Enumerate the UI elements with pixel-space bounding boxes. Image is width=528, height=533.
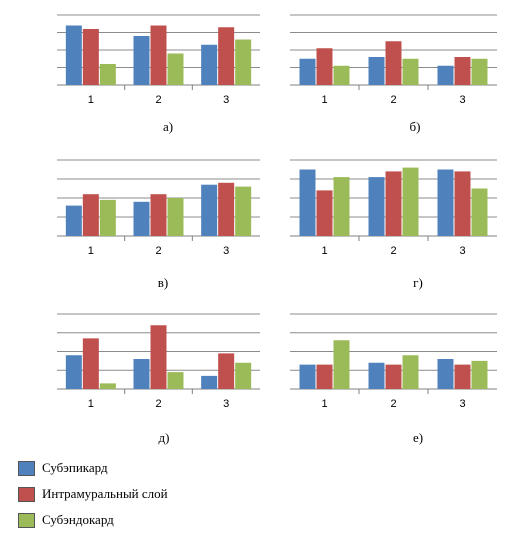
bar: [99, 199, 116, 236]
x-tick-label: 1: [321, 94, 327, 106]
bar: [437, 169, 454, 236]
panel-label: г): [413, 275, 423, 290]
bar: [201, 44, 218, 85]
x-tick-label: 1: [88, 398, 94, 410]
bar: [235, 39, 252, 85]
legend-item-intramural: Интрамуральный слой: [18, 481, 168, 507]
bar: [316, 190, 333, 236]
bar: [385, 171, 402, 236]
legend-swatch-intramural: [18, 486, 35, 502]
bar: [133, 36, 150, 85]
x-tick-label: 1: [321, 245, 327, 257]
x-tick-label: 2: [155, 245, 161, 257]
panel-label: е): [413, 430, 423, 445]
bar: [99, 64, 116, 85]
bar: [150, 25, 167, 85]
bar: [333, 177, 350, 236]
bar: [402, 167, 419, 236]
legend-swatch-subendocard: [18, 512, 35, 528]
bar: [167, 53, 184, 85]
chart-panel-3: 1 2 3 в): [57, 159, 260, 290]
bar: [368, 177, 385, 236]
chart-panel-2: 1 2 3 б): [290, 14, 497, 134]
bar: [368, 362, 385, 389]
legend-item-subendocard: Субэндокард: [18, 507, 168, 533]
x-tick-label: 1: [88, 245, 94, 257]
x-tick-label: 3: [223, 398, 229, 410]
x-tick-label: 2: [390, 398, 396, 410]
x-tick-label: 1: [88, 94, 94, 106]
x-tick-label: 1: [321, 398, 327, 410]
bar: [235, 362, 252, 389]
bar: [82, 29, 99, 85]
legend: Субэпикард Интрамуральный слой Субэндока…: [18, 455, 168, 533]
bar: [385, 41, 402, 85]
bar: [218, 27, 235, 85]
bar: [333, 340, 350, 389]
x-tick-label: 2: [155, 398, 161, 410]
bar: [167, 198, 184, 236]
bar: [218, 182, 235, 236]
chart-panel-5: 1 2 3 д): [57, 313, 260, 445]
bar: [150, 194, 167, 236]
bar: [65, 25, 82, 85]
x-tick-label: 2: [155, 94, 161, 106]
panel-label: д): [159, 430, 170, 445]
bar: [385, 364, 402, 389]
bar: [454, 171, 471, 236]
x-tick-label: 2: [390, 245, 396, 257]
bar: [299, 58, 316, 85]
bar: [99, 383, 116, 389]
x-tick-label: 3: [459, 94, 465, 106]
bar: [133, 359, 150, 389]
bar: [82, 338, 99, 389]
bar: [65, 355, 82, 389]
bar: [299, 169, 316, 236]
panel-label: а): [163, 119, 173, 134]
bar: [218, 353, 235, 389]
x-tick-label: 3: [459, 245, 465, 257]
x-tick-label: 2: [390, 94, 396, 106]
bar: [201, 375, 218, 389]
bar: [316, 48, 333, 85]
bar: [201, 184, 218, 236]
chart-panel-1: 1 2 3 а): [57, 14, 260, 134]
bar: [471, 360, 488, 389]
bar: [454, 364, 471, 389]
bar: [471, 58, 488, 85]
legend-label-subendocard: Субэндокард: [42, 512, 114, 527]
bar: [437, 359, 454, 389]
bar: [150, 325, 167, 389]
x-tick-label: 3: [223, 245, 229, 257]
bar: [471, 188, 488, 236]
legend-item-subepicard: Субэпикард: [18, 455, 168, 481]
legend-label-subepicard: Субэпикард: [42, 460, 108, 475]
bar: [299, 364, 316, 389]
bar: [368, 57, 385, 85]
panel-label: б): [410, 119, 421, 134]
bar: [437, 65, 454, 85]
bar: [402, 355, 419, 389]
bar: [65, 205, 82, 236]
legend-swatch-subepicard: [18, 460, 35, 476]
x-tick-label: 3: [223, 94, 229, 106]
bar: [133, 201, 150, 236]
chart-panel-6: 1 2 3 е): [290, 313, 497, 445]
bar: [167, 372, 184, 389]
x-tick-label: 3: [459, 398, 465, 410]
bar: [235, 186, 252, 236]
bar: [316, 364, 333, 389]
panel-label: в): [158, 275, 168, 290]
bar: [402, 58, 419, 85]
bar: [454, 57, 471, 85]
chart-panel-4: 1 2 3 г): [290, 159, 497, 290]
bar: [82, 194, 99, 236]
legend-label-intramural: Интрамуральный слой: [42, 486, 168, 501]
bar: [333, 65, 350, 85]
